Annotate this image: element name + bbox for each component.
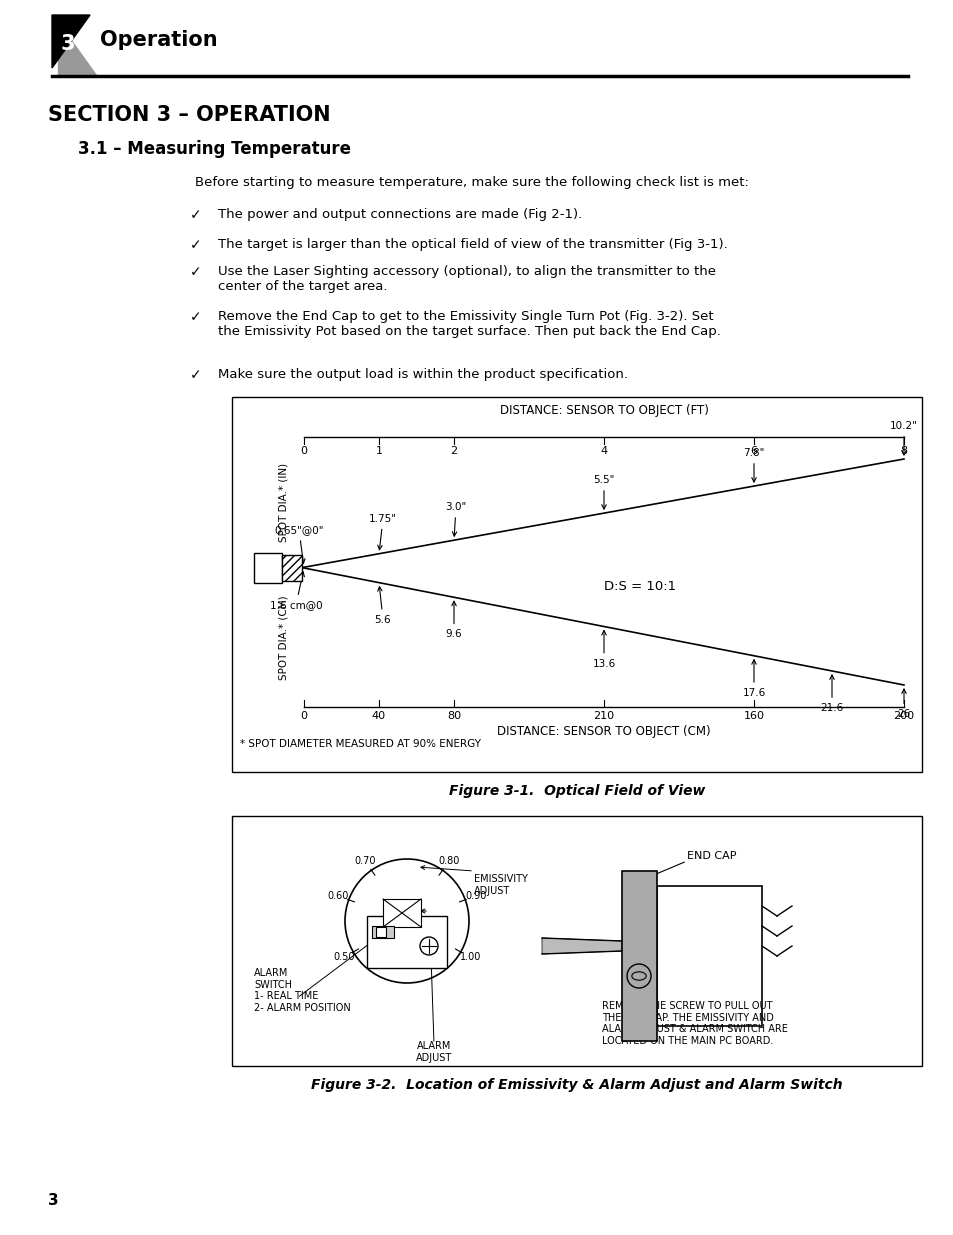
Text: 5.5": 5.5" xyxy=(593,475,614,509)
Text: 0: 0 xyxy=(300,711,307,721)
Polygon shape xyxy=(541,939,621,953)
Text: Remove the End Cap to get to the Emissivity Single Turn Pot (Fig. 3-2). Set
the : Remove the End Cap to get to the Emissiv… xyxy=(218,310,720,338)
Bar xyxy=(253,552,282,583)
Text: 2: 2 xyxy=(450,446,457,456)
Text: 7.8": 7.8" xyxy=(742,448,764,482)
Text: 40: 40 xyxy=(372,711,386,721)
Text: 80: 80 xyxy=(446,711,460,721)
Text: 0.60: 0.60 xyxy=(328,890,349,902)
Text: SPOT DIA.* (IN): SPOT DIA.* (IN) xyxy=(278,463,289,542)
Text: 160: 160 xyxy=(742,711,763,721)
Text: 210: 210 xyxy=(593,711,614,721)
Text: DISTANCE: SENSOR TO OBJECT (CM): DISTANCE: SENSOR TO OBJECT (CM) xyxy=(497,725,710,739)
Text: EMISSIVITY
ADJUST: EMISSIVITY ADJUST xyxy=(474,874,527,895)
Text: 5.6: 5.6 xyxy=(375,587,391,625)
Text: 8: 8 xyxy=(900,446,906,456)
Text: Make sure the output load is within the product specification.: Make sure the output load is within the … xyxy=(218,368,627,382)
Text: Before starting to measure temperature, make sure the following check list is me: Before starting to measure temperature, … xyxy=(194,177,748,189)
Text: 1: 1 xyxy=(385,950,392,960)
Text: The power and output connections are made (Fig 2-1).: The power and output connections are mad… xyxy=(218,207,581,221)
Bar xyxy=(657,885,761,1026)
Text: 21.6: 21.6 xyxy=(820,676,842,713)
Text: ✓: ✓ xyxy=(190,266,201,279)
Text: ✓: ✓ xyxy=(190,238,201,252)
Text: 3: 3 xyxy=(48,1193,58,1208)
Text: 17.6: 17.6 xyxy=(741,659,765,698)
Text: 3.1 – Measuring Temperature: 3.1 – Measuring Temperature xyxy=(78,140,351,158)
Text: 0.70: 0.70 xyxy=(354,856,375,866)
Text: ✓: ✓ xyxy=(190,310,201,324)
Text: ✓: ✓ xyxy=(190,368,201,382)
Bar xyxy=(375,927,386,937)
Text: 10.2": 10.2" xyxy=(889,421,917,454)
Text: 0.90: 0.90 xyxy=(464,890,486,902)
Text: ALARM
ADJUST: ALARM ADJUST xyxy=(416,1041,452,1062)
Bar xyxy=(367,916,447,968)
Text: 6: 6 xyxy=(750,446,757,456)
Text: DISTANCE: SENSOR TO OBJECT (FT): DISTANCE: SENSOR TO OBJECT (FT) xyxy=(499,404,708,417)
Text: 13.6: 13.6 xyxy=(592,631,615,668)
Text: 2: 2 xyxy=(371,950,378,960)
Text: 9.6: 9.6 xyxy=(445,601,462,640)
Text: 4: 4 xyxy=(599,446,607,456)
Text: 1: 1 xyxy=(375,446,382,456)
Text: Figure 3-2.  Location of Emissivity & Alarm Adjust and Alarm Switch: Figure 3-2. Location of Emissivity & Ala… xyxy=(311,1078,841,1092)
Text: 1.75": 1.75" xyxy=(369,514,396,550)
Text: ✓: ✓ xyxy=(190,207,201,222)
Text: 26: 26 xyxy=(897,689,910,719)
Text: 0.50: 0.50 xyxy=(333,952,355,962)
Text: 0.80: 0.80 xyxy=(437,856,459,866)
Polygon shape xyxy=(58,22,96,75)
Text: 1.00: 1.00 xyxy=(459,952,480,962)
Bar xyxy=(232,396,921,772)
Text: SPOT DIA.* (CM): SPOT DIA.* (CM) xyxy=(278,595,289,679)
Bar xyxy=(282,555,302,580)
Bar xyxy=(232,816,921,1066)
Text: 0: 0 xyxy=(300,446,307,456)
Polygon shape xyxy=(52,15,90,68)
Text: The target is larger than the optical field of view of the transmitter (Fig 3-1): The target is larger than the optical fi… xyxy=(218,238,727,251)
Text: D:S = 10:1: D:S = 10:1 xyxy=(603,579,676,593)
Text: END CAP: END CAP xyxy=(686,851,736,861)
Text: Use the Laser Sighting accessory (optional), to align the transmitter to the
cen: Use the Laser Sighting accessory (option… xyxy=(218,266,716,293)
Text: Operation: Operation xyxy=(100,30,217,49)
Text: REMOVE THE SCREW TO PULL OUT
THE END CAP. THE EMISSIVITY AND
ALARM ADJUST & ALAR: REMOVE THE SCREW TO PULL OUT THE END CAP… xyxy=(601,1002,787,1046)
Bar xyxy=(621,871,657,1041)
Text: 3.0": 3.0" xyxy=(445,503,466,536)
Text: ALARM
SWITCH
1- REAL TIME
2- ALARM POSITION: ALARM SWITCH 1- REAL TIME 2- ALARM POSIT… xyxy=(253,968,351,1013)
Text: 3: 3 xyxy=(61,35,75,54)
Text: 200: 200 xyxy=(893,711,914,721)
Text: Figure 3-1.  Optical Field of View: Figure 3-1. Optical Field of View xyxy=(448,784,704,798)
Bar xyxy=(372,926,394,939)
Text: SECTION 3 – OPERATION: SECTION 3 – OPERATION xyxy=(48,105,331,125)
Text: * SPOT DIAMETER MEASURED AT 90% ENERGY: * SPOT DIAMETER MEASURED AT 90% ENERGY xyxy=(240,739,480,748)
Bar xyxy=(382,899,420,927)
Text: 0.65"@0": 0.65"@0" xyxy=(274,525,323,563)
Text: 1.6 cm@0: 1.6 cm@0 xyxy=(270,572,322,610)
